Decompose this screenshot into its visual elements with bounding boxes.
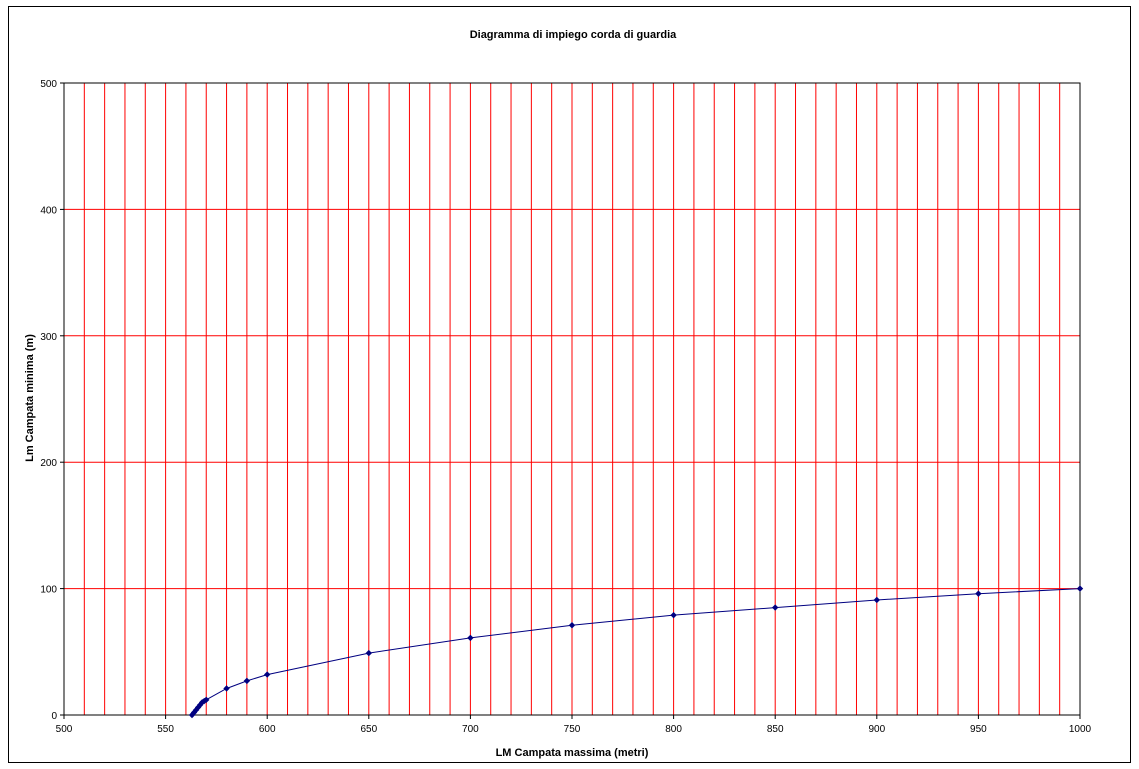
data-point [772, 604, 779, 611]
y-tick-label: 500 [40, 79, 57, 90]
y-tick-label: 200 [40, 458, 57, 469]
data-point [467, 634, 474, 642]
data-point [223, 685, 230, 692]
data-point [203, 696, 210, 704]
x-tick-label: 500 [56, 724, 73, 735]
x-tick-label: 950 [970, 724, 987, 735]
x-tick-label: 750 [564, 724, 581, 735]
data-point [1076, 585, 1084, 592]
data-point [196, 701, 204, 709]
data-point [873, 596, 880, 604]
x-tick-label: 550 [157, 724, 174, 735]
y-tick-label: 400 [40, 205, 57, 216]
y-tick-label: 100 [40, 585, 57, 596]
x-tick-label: 800 [665, 724, 682, 735]
data-point [264, 671, 271, 678]
data-point [670, 611, 677, 619]
x-tick-label: 650 [360, 724, 377, 735]
data-point [243, 677, 251, 685]
series-line [191, 588, 1081, 716]
data-point [190, 709, 198, 716]
data-point [568, 622, 576, 629]
x-tick-label: 600 [259, 724, 276, 735]
series-points [188, 585, 1084, 719]
x-tick-label: 850 [767, 724, 784, 735]
x-tick-label: 700 [462, 724, 479, 735]
y-axis-title: Lm Campata minima (m) [24, 334, 36, 462]
x-axis-title: LM Campata massima (metri) [496, 747, 649, 759]
chart-title: Diagramma di impiego corda di guardia [470, 29, 677, 41]
x-tick-label: 900 [868, 724, 885, 735]
data-point [365, 649, 372, 657]
y-tick-label: 300 [40, 332, 57, 343]
x-tick-labels: 500 550 600 650 700 750 800 850 900 950 1000 [56, 715, 1092, 735]
data-point [201, 697, 208, 705]
data-point [975, 590, 982, 597]
grid [64, 83, 1080, 715]
chart-frame [8, 6, 1131, 763]
x-tick-label: 1000 [1069, 724, 1092, 735]
y-tick-labels: 0 100 200 300 400 500 [40, 79, 64, 722]
y-tick-label: 0 [51, 711, 57, 722]
